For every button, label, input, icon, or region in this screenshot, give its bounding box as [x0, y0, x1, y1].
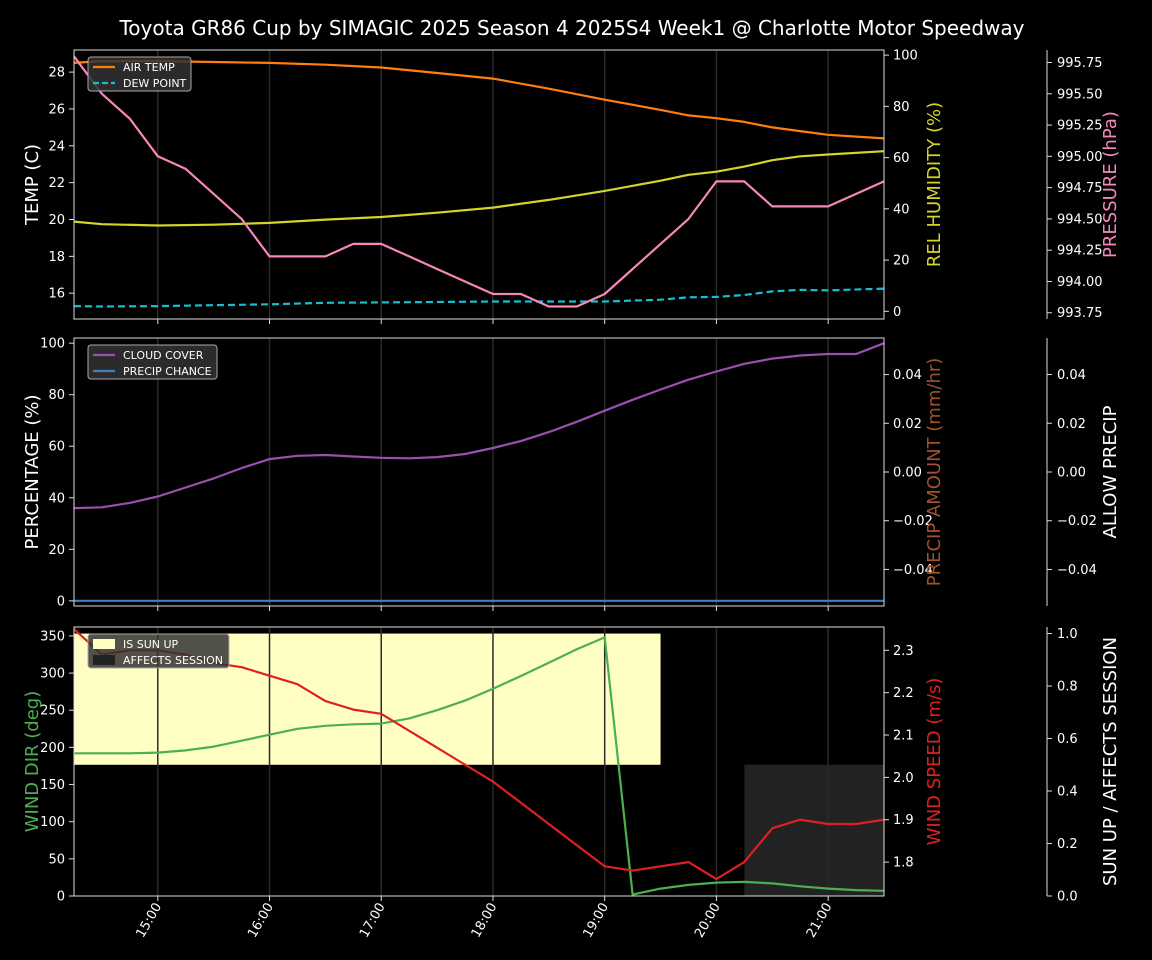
- left-tick-label: 150: [40, 778, 65, 793]
- left-tick-label: 0: [57, 890, 65, 905]
- right-tick-label: 0.00: [893, 466, 922, 481]
- left-tick-label: 20: [48, 213, 65, 228]
- right-tick-label: 20: [893, 254, 910, 269]
- left-tick-label: 100: [40, 815, 65, 830]
- left-tick-label: 16: [48, 287, 65, 302]
- far-right-tick-label: 994.25: [1057, 244, 1103, 259]
- right-tick-label: 0.02: [893, 417, 922, 432]
- y-axis-label-far-right: SUN UP / AFFECTS SESSION: [1100, 637, 1121, 886]
- legend-label: AIR TEMP: [123, 61, 175, 74]
- far-right-tick-label: 0.8: [1057, 680, 1078, 695]
- far-right-tick-label: 994.00: [1057, 275, 1103, 290]
- y-axis-label-right: WIND SPEED (m/s): [924, 678, 945, 846]
- left-tick-label: 300: [40, 667, 65, 682]
- right-tick-label: 100: [893, 49, 918, 64]
- legend-label: IS SUN UP: [123, 638, 179, 651]
- air-temp-line: [73, 59, 885, 140]
- legend: AIR TEMP DEW POINT: [87, 56, 192, 92]
- dew-point-line: [73, 287, 885, 308]
- left-tick-label: 28: [48, 66, 65, 81]
- y-axis-label-right: REL HUMIDITY (%): [924, 102, 945, 267]
- legend-label: AFFECTS SESSION: [123, 654, 223, 667]
- far-right-tick-label: 0.6: [1057, 732, 1078, 747]
- far-right-tick-label: 994.50: [1057, 212, 1103, 227]
- left-tick-label: 40: [48, 491, 65, 506]
- rel-humidity-line: [73, 150, 885, 227]
- far-right-tick-label: 995.50: [1057, 87, 1103, 102]
- right-tick-label: 1.9: [893, 813, 914, 828]
- legend-box: [87, 633, 230, 669]
- left-tick-label: 24: [48, 139, 65, 154]
- chart-title: Toyota GR86 Cup by SIMAGIC 2025 Season 4…: [118, 16, 1024, 40]
- pressure-line: [73, 55, 885, 308]
- right-tick-label: 0: [893, 305, 901, 320]
- y-axis-label-left: PERCENTAGE (%): [22, 394, 43, 549]
- legend-swatch: [93, 655, 115, 665]
- left-tick-label: 60: [48, 440, 65, 455]
- legend-label: DEW POINT: [123, 77, 187, 90]
- left-tick-label: 200: [40, 741, 65, 756]
- legend-label: CLOUD COVER: [123, 349, 204, 362]
- legend: CLOUD COVER PRECIP CHANCE: [87, 344, 218, 380]
- right-tick-label: 60: [893, 151, 910, 166]
- right-tick-label: 2.0: [893, 771, 914, 786]
- far-right-tick-label: 995.25: [1057, 119, 1103, 134]
- affects-session-span: [744, 764, 884, 896]
- far-right-tick-label: 993.75: [1057, 306, 1103, 321]
- plot-frame: [73, 49, 885, 320]
- right-tick-label: 1.8: [893, 856, 914, 871]
- panel-3: 0 50 100 150 200 250 300 350 1.8 1.9 2.0 2.1 2.2 2.3 0…: [22, 626, 1121, 940]
- panel-1: 16 18 20 22 24 26 28 0 20 40 60 80 100 993.75 994.00 99…: [22, 49, 1121, 324]
- far-right-tick-label: 0.2: [1057, 837, 1078, 852]
- far-right-tick-label: −0.04: [1057, 563, 1097, 578]
- left-tick-label: 18: [48, 250, 65, 265]
- left-tick-label: 20: [48, 543, 65, 558]
- legend: IS SUN UP AFFECTS SESSION: [87, 633, 230, 669]
- legend-label: PRECIP CHANCE: [123, 365, 212, 378]
- cloud-cover-line: [73, 342, 885, 510]
- y-axis-label-left: TEMP (C): [22, 144, 43, 226]
- right-tick-label: −0.04: [893, 563, 933, 578]
- far-right-tick-label: 0.04: [1057, 368, 1086, 383]
- right-tick-label: 2.1: [893, 729, 914, 744]
- right-tick-label: 0.04: [893, 368, 922, 383]
- panel-2: 0 20 40 60 80 100 −0.04 −0.02 0.00 0.02 0.04 −0.04 −…: [22, 337, 1121, 611]
- y-axis-label-far-right: PRESSURE (hPa): [1100, 111, 1121, 258]
- y-axis-label-far-right: ALLOW PRECIP: [1100, 405, 1121, 538]
- left-tick-label: 100: [40, 337, 65, 352]
- right-tick-label: 40: [893, 202, 910, 217]
- far-right-tick-label: 995.75: [1057, 56, 1103, 71]
- left-tick-label: 26: [48, 102, 65, 117]
- right-tick-label: 2.2: [893, 686, 914, 701]
- far-right-tick-label: 1.0: [1057, 627, 1078, 642]
- far-right-tick-label: 995.00: [1057, 150, 1103, 165]
- far-right-tick-label: 0.02: [1057, 417, 1086, 432]
- left-tick-label: 250: [40, 704, 65, 719]
- legend-swatch: [93, 639, 115, 649]
- far-right-tick-label: −0.02: [1057, 514, 1097, 529]
- right-tick-label: 80: [893, 100, 910, 115]
- legend-box: [87, 344, 218, 380]
- right-tick-label: 2.3: [893, 644, 914, 659]
- plot-frame: [73, 626, 885, 897]
- far-right-tick-label: 994.75: [1057, 181, 1103, 196]
- wind-dir-line: [74, 636, 885, 896]
- left-tick-label: 350: [40, 629, 65, 644]
- left-tick-label: 80: [48, 388, 65, 403]
- left-tick-label: 22: [48, 176, 65, 191]
- far-right-tick-label: 0.00: [1057, 466, 1086, 481]
- far-right-tick-label: 0.0: [1057, 890, 1078, 905]
- left-tick-label: 50: [48, 852, 65, 867]
- y-axis-label-right: PRECIP AMOUNT (mm/hr): [924, 358, 945, 587]
- left-tick-label: 0: [57, 594, 65, 609]
- far-right-tick-label: 0.4: [1057, 785, 1078, 800]
- right-tick-label: −0.02: [893, 514, 933, 529]
- y-axis-label-left: WIND DIR (deg): [22, 691, 43, 833]
